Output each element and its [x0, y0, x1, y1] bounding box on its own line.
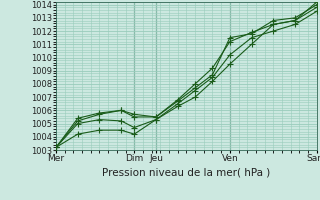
X-axis label: Pression niveau de la mer( hPa ): Pression niveau de la mer( hPa ) [102, 167, 270, 177]
